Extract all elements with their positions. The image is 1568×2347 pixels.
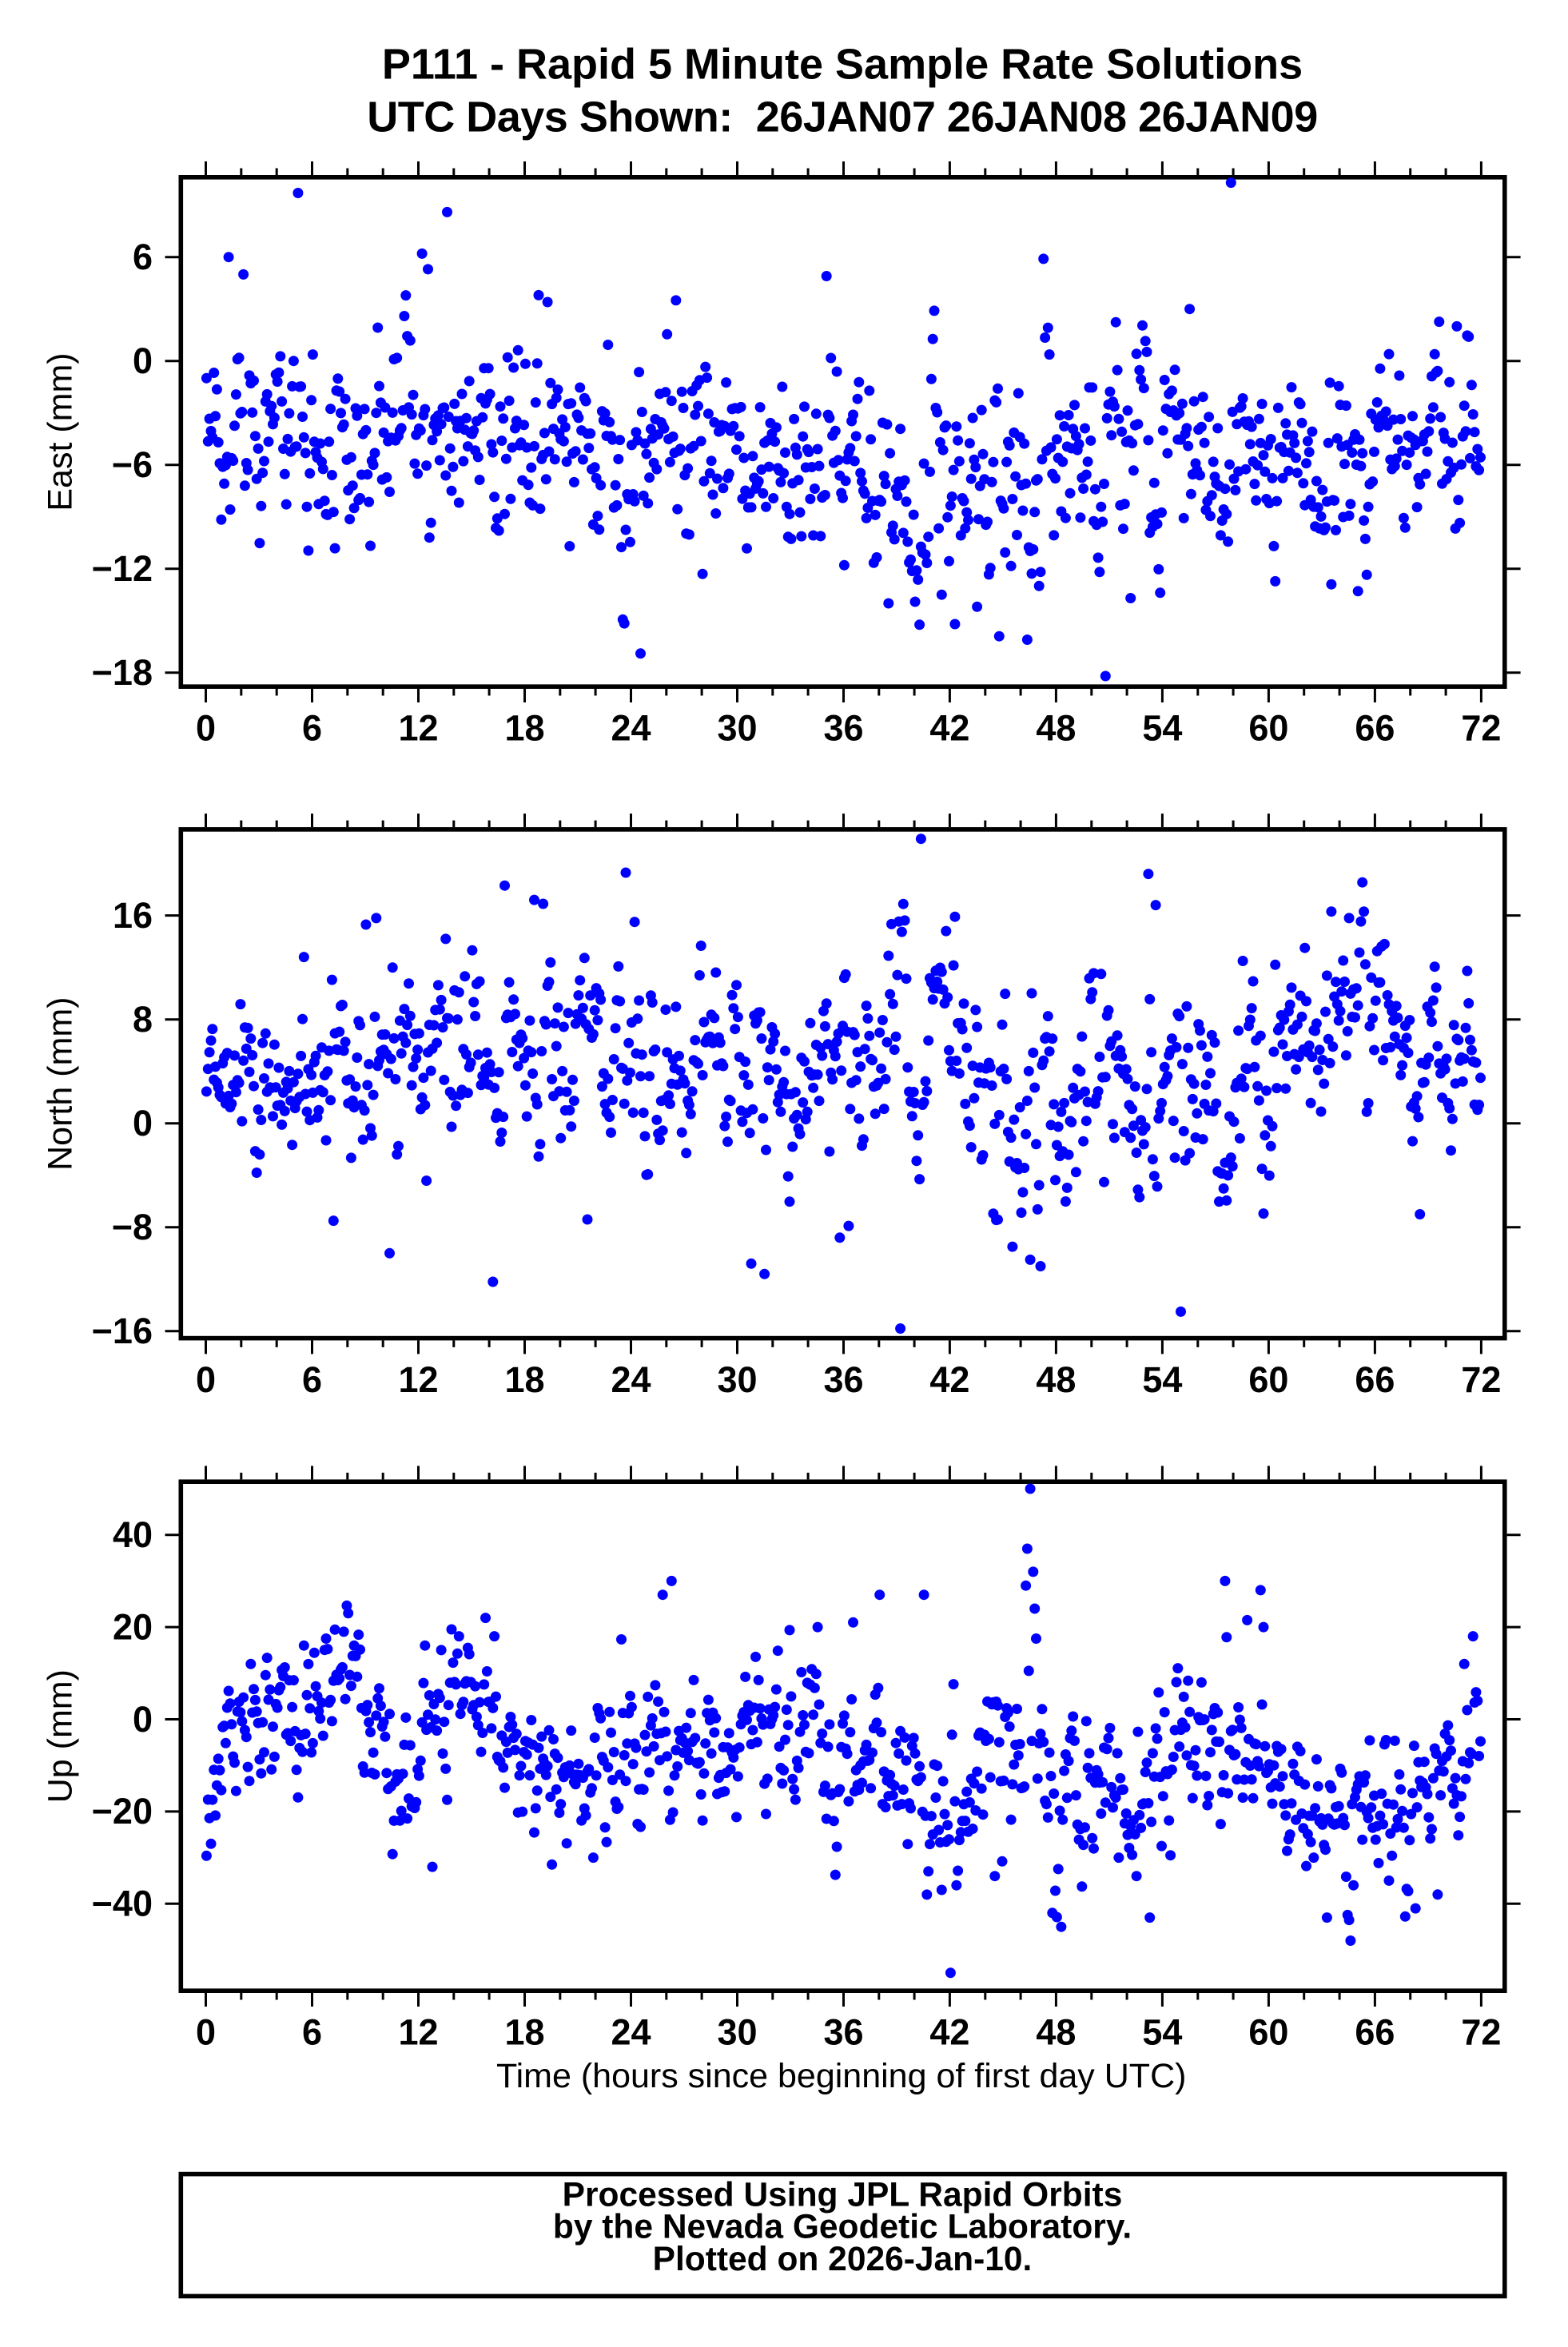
svg-text:6: 6 (133, 237, 153, 277)
svg-text:72: 72 (1461, 1359, 1501, 1400)
svg-text:54: 54 (1142, 2012, 1182, 2053)
svg-text:72: 72 (1461, 2012, 1501, 2053)
svg-text:48: 48 (1036, 2012, 1076, 2053)
svg-text:0: 0 (133, 1699, 153, 1740)
svg-text:42: 42 (929, 708, 969, 749)
svg-text:60: 60 (1248, 2012, 1288, 2053)
svg-text:36: 36 (823, 2012, 863, 2053)
svg-text:0: 0 (133, 340, 153, 381)
svg-text:0: 0 (196, 2012, 216, 2053)
svg-text:20: 20 (113, 1606, 153, 1647)
svg-text:54: 54 (1142, 708, 1182, 749)
svg-text:−12: −12 (92, 548, 153, 589)
svg-text:54: 54 (1142, 1359, 1182, 1400)
svg-text:12: 12 (398, 2012, 438, 2053)
svg-text:Up (mm): Up (mm) (42, 1669, 80, 1803)
svg-text:UTC Days Shown: 26JAN07 26JAN: UTC Days Shown: 26JAN07 26JAN08 26JAN09 (367, 93, 1318, 141)
svg-text:30: 30 (717, 708, 757, 749)
svg-text:40: 40 (113, 1514, 153, 1555)
svg-text:North (mm): North (mm) (42, 997, 80, 1171)
svg-text:36: 36 (823, 708, 863, 749)
svg-text:18: 18 (504, 2012, 544, 2053)
svg-text:36: 36 (823, 1359, 863, 1400)
svg-text:66: 66 (1355, 708, 1395, 749)
svg-text:P111 - Rapid 5 Minute Sample R: P111 - Rapid 5 Minute Sample Rate Soluti… (382, 40, 1303, 88)
svg-text:6: 6 (302, 1359, 322, 1400)
svg-text:48: 48 (1036, 1359, 1076, 1400)
svg-text:Processed Using JPL Rapid Orbi: Processed Using JPL Rapid Orbits (563, 2177, 1123, 2214)
svg-text:42: 42 (929, 1359, 969, 1400)
svg-text:−18: −18 (92, 652, 153, 693)
svg-text:6: 6 (302, 708, 322, 749)
svg-text:0: 0 (133, 1103, 153, 1144)
svg-text:18: 18 (504, 1359, 544, 1400)
svg-text:−6: −6 (112, 444, 153, 485)
svg-text:18: 18 (504, 708, 544, 749)
svg-text:30: 30 (717, 1359, 757, 1400)
svg-text:12: 12 (398, 708, 438, 749)
svg-text:by the Nevada Geodetic Laborat: by the Nevada Geodetic Laboratory. (553, 2209, 1132, 2246)
svg-text:24: 24 (611, 2012, 651, 2053)
svg-text:42: 42 (929, 2012, 969, 2053)
svg-text:−8: −8 (112, 1207, 153, 1247)
svg-text:66: 66 (1355, 1359, 1395, 1400)
svg-text:24: 24 (611, 1359, 651, 1400)
svg-text:−16: −16 (92, 1311, 153, 1351)
svg-text:72: 72 (1461, 708, 1501, 749)
svg-text:−20: −20 (92, 1791, 153, 1832)
svg-text:66: 66 (1355, 2012, 1395, 2053)
svg-text:8: 8 (133, 999, 153, 1040)
svg-text:Time (hours since beginning of: Time (hours since beginning of first day… (496, 2057, 1187, 2095)
svg-text:0: 0 (196, 1359, 216, 1400)
svg-text:30: 30 (717, 2012, 757, 2053)
svg-text:60: 60 (1248, 708, 1288, 749)
svg-text:60: 60 (1248, 1359, 1288, 1400)
svg-text:12: 12 (398, 1359, 438, 1400)
svg-text:0: 0 (196, 708, 216, 749)
svg-text:East (mm): East (mm) (42, 352, 80, 511)
svg-text:Plotted on 2026-Jan-10.: Plotted on 2026-Jan-10. (653, 2241, 1033, 2278)
svg-text:−40: −40 (92, 1884, 153, 1924)
svg-text:6: 6 (302, 2012, 322, 2053)
svg-text:48: 48 (1036, 708, 1076, 749)
svg-text:24: 24 (611, 708, 651, 749)
svg-text:16: 16 (113, 895, 153, 936)
